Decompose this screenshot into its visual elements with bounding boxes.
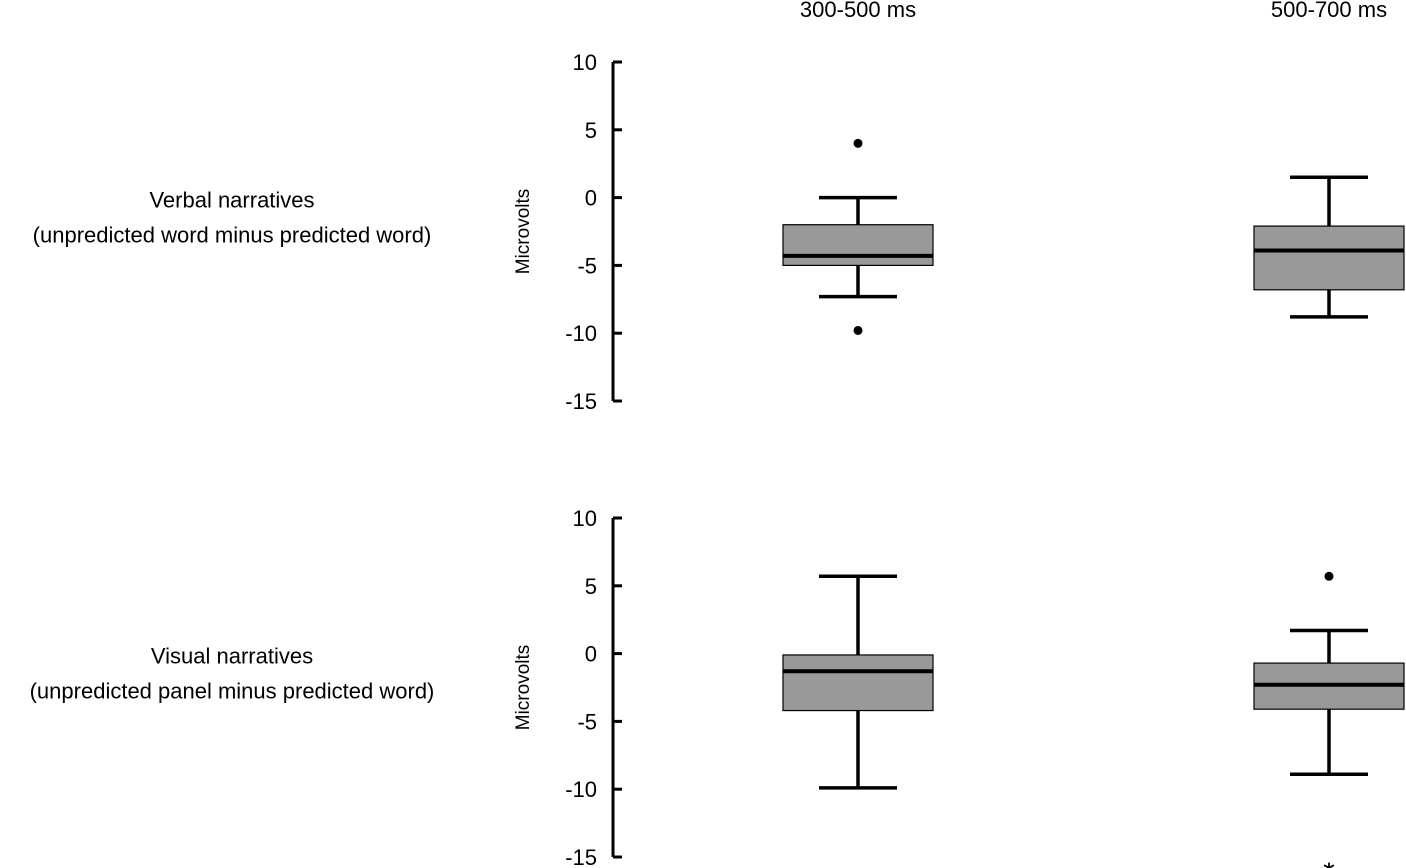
row-label-line-1: Verbal narratives [149,188,314,213]
interquartile-box [782,224,934,267]
y-axis-label: Microvolts [513,645,534,731]
box-plot-1 [782,574,934,790]
column-title-1: 300-500 ms [800,0,916,22]
y-tick-label: -5 [577,253,597,278]
outlier-point [1324,571,1334,581]
y-axis-label: Microvolts [513,189,534,275]
y-tick-label: -5 [577,709,597,734]
panel-visual-narratives: 10 5 0 -5 -10 -15 Microvolts Visual narratives (… [30,506,1405,868]
y-tick-label: -15 [565,389,597,414]
y-tick-label: -10 [565,321,597,346]
y-tick-label: 0 [585,642,597,667]
row-label-line-2: (unpredicted word minus predicted word) [33,223,432,248]
y-tick-label: -15 [565,845,597,868]
y-tick-label: 10 [573,50,597,75]
interquartile-box [1253,225,1405,291]
row-label-line-1: Visual narratives [151,644,313,669]
y-tick-label: 10 [573,506,597,531]
box-plot-2 [1253,175,1405,319]
outlier-point [853,325,863,335]
outlier-point [853,138,863,148]
extreme-outlier-marker: * [1323,860,1335,868]
column-titles: 300-500 ms 500-700 ms [800,0,1387,22]
panel-verbal-narratives: 10 5 0 -5 -10 -15 Microvolts Verbal narratives (… [33,50,1405,414]
y-tick-label: 5 [585,574,597,599]
y-tick-label: 0 [585,186,597,211]
box-plot-2: * [1253,571,1405,868]
box-plot-1 [782,138,934,335]
interquartile-box [782,654,934,712]
y-tick-label: -10 [565,777,597,802]
row-label-line-2: (unpredicted panel minus predicted word) [30,679,435,704]
y-tick-label: 5 [585,118,597,143]
column-title-2: 500-700 ms [1271,0,1387,22]
